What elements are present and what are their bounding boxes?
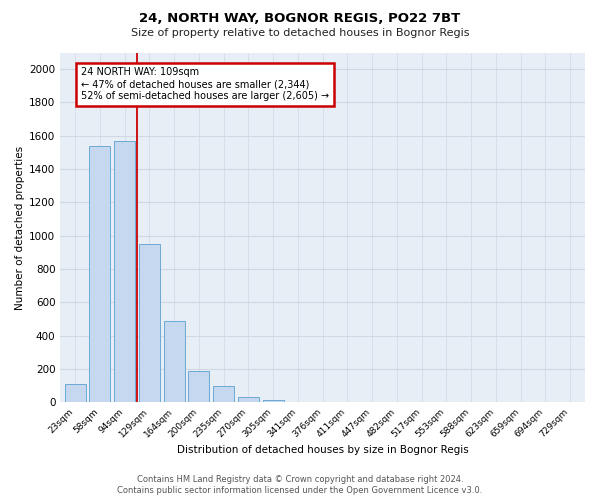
Bar [238,396,259,402]
Y-axis label: Number of detached properties: Number of detached properties [15,146,25,310]
Bar [89,146,110,403]
X-axis label: Distribution of detached houses by size in Bognor Regis: Distribution of detached houses by size … [177,445,469,455]
Bar [263,400,284,402]
Bar [188,371,209,402]
Text: Contains public sector information licensed under the Open Government Licence v3: Contains public sector information licen… [118,486,482,495]
Bar [164,321,185,402]
Bar [213,386,234,402]
Bar [114,141,135,403]
Text: 24 NORTH WAY: 109sqm
← 47% of detached houses are smaller (2,344)
52% of semi-de: 24 NORTH WAY: 109sqm ← 47% of detached h… [82,68,329,100]
Text: Contains HM Land Registry data © Crown copyright and database right 2024.: Contains HM Land Registry data © Crown c… [137,475,463,484]
Text: Size of property relative to detached houses in Bognor Regis: Size of property relative to detached ho… [131,28,469,38]
Bar [139,244,160,402]
Bar [65,384,86,402]
Text: 24, NORTH WAY, BOGNOR REGIS, PO22 7BT: 24, NORTH WAY, BOGNOR REGIS, PO22 7BT [139,12,461,26]
